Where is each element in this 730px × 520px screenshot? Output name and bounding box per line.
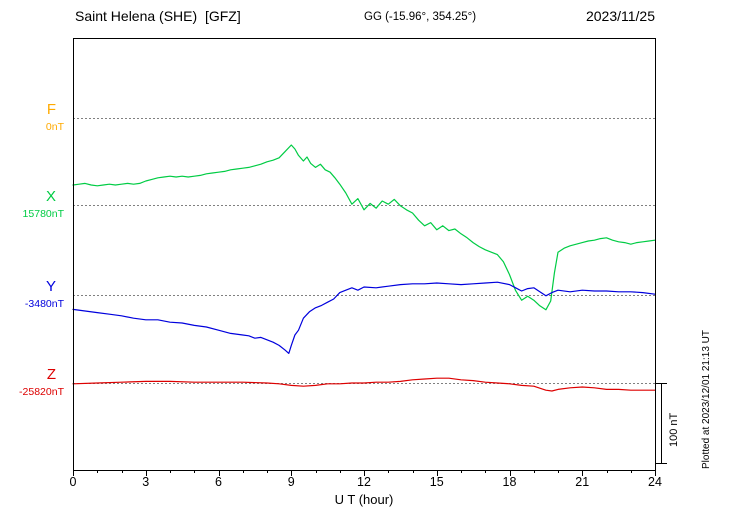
x-tick-label: 12 bbox=[357, 475, 371, 489]
x-axis-ticks bbox=[73, 470, 656, 476]
component-baseline-y: -3480nT bbox=[24, 298, 64, 310]
trace-x bbox=[72, 144, 656, 311]
component-label-z: Z bbox=[46, 366, 56, 383]
component-label-f: F bbox=[46, 101, 56, 118]
component-label-x: X bbox=[45, 188, 56, 205]
plotted-at-note: Plotted at 2023/12/01 21:13 UT bbox=[701, 330, 712, 469]
trace-z bbox=[72, 377, 656, 392]
component-label-y: Y bbox=[45, 278, 56, 295]
x-tick-label: 0 bbox=[69, 475, 77, 489]
x-axis-label: U T (hour) bbox=[334, 492, 394, 507]
component-baseline-z: -25820nT bbox=[19, 386, 64, 398]
component-baseline-f: 0nT bbox=[45, 121, 64, 133]
component-baseline-x: 15780nT bbox=[22, 208, 64, 220]
x-tick-label: 18 bbox=[502, 475, 517, 489]
x-tick-label: 9 bbox=[287, 475, 295, 489]
trace-y bbox=[72, 281, 656, 354]
page-title: Saint Helena (SHE) [GFZ] bbox=[75, 8, 241, 24]
x-tick-label: 24 bbox=[648, 475, 662, 489]
scale-bar-label: 100 nT bbox=[668, 412, 680, 447]
x-tick-label: 6 bbox=[215, 475, 222, 489]
plot-date: 2023/11/25 bbox=[585, 8, 655, 24]
x-tick-label: 15 bbox=[429, 475, 444, 489]
x-tick-label: 3 bbox=[142, 475, 150, 489]
geographic-coordinates: GG (-15.96°, 354.25°) bbox=[364, 11, 477, 23]
plot-frame bbox=[73, 38, 656, 471]
x-tick-label: 21 bbox=[575, 475, 590, 489]
